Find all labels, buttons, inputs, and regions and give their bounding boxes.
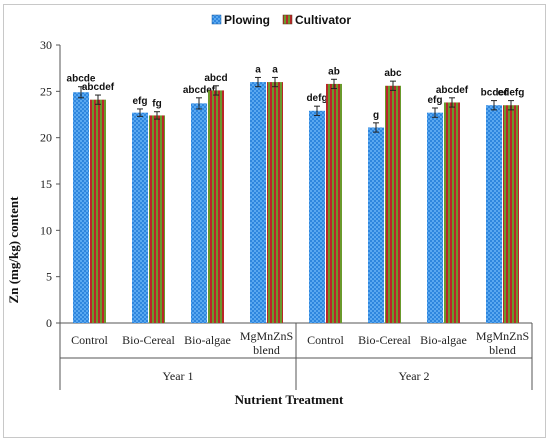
group-label: Year 1 xyxy=(162,369,193,383)
significance-label: fg xyxy=(152,99,161,110)
significance-label: abcdef xyxy=(436,85,469,96)
bar-cultivator xyxy=(444,102,460,323)
legend: Plowing Cultivator xyxy=(211,13,351,27)
category-label: Control xyxy=(71,333,108,347)
y-tick-label: 25 xyxy=(40,84,52,98)
bar-cultivator xyxy=(385,85,401,323)
bar-plowing xyxy=(132,112,148,323)
significance-label: bcdef xyxy=(481,88,508,99)
category-label: Control xyxy=(307,333,344,347)
bar-plowing xyxy=(250,82,266,323)
category-label: MgMnZnS blend xyxy=(240,329,293,357)
y-tick-label: 20 xyxy=(40,131,52,145)
significance-label: efg xyxy=(428,95,443,106)
significance-label: abcdef xyxy=(82,82,115,93)
category-label: Bio-Cereal xyxy=(122,333,175,347)
significance-label: ab xyxy=(328,66,340,77)
significance-label: abcd xyxy=(204,73,227,84)
category-label: Bio-Cereal xyxy=(358,333,411,347)
bar-plowing xyxy=(486,105,502,323)
y-tick-label: 5 xyxy=(46,270,52,284)
y-axis-title: Zn (mg/kg) content xyxy=(6,196,21,304)
legend-swatch-cultivator xyxy=(282,14,293,25)
legend-label-cultivator: Cultivator xyxy=(295,13,351,27)
significance-label: g xyxy=(373,110,379,121)
significance-label: efg xyxy=(133,96,148,107)
bar-cultivator xyxy=(149,115,165,323)
significance-label: a xyxy=(255,64,261,75)
significance-label: abcdef xyxy=(183,85,216,96)
bar-cultivator xyxy=(503,105,519,323)
legend-swatch-plowing xyxy=(211,14,222,25)
category-label: MgMnZnS blend xyxy=(476,329,529,357)
bar-cultivator xyxy=(90,99,106,323)
bar-cultivator xyxy=(267,82,283,323)
significance-label: defg xyxy=(306,93,327,104)
bar-plowing xyxy=(191,103,207,323)
legend-label-plowing: Plowing xyxy=(224,13,270,27)
group-label: Year 2 xyxy=(398,369,429,383)
y-tick-label: 0 xyxy=(46,316,52,330)
category-label: Bio-algae xyxy=(420,333,467,347)
category-label: Bio-algae xyxy=(184,333,231,347)
y-tick-label: 15 xyxy=(40,177,52,191)
bar-plowing xyxy=(427,112,443,323)
y-tick-label: 10 xyxy=(40,223,52,237)
y-tick-label: 30 xyxy=(40,38,52,52)
x-axis-title: Nutrient Treatment xyxy=(235,392,344,407)
significance-label: abcde xyxy=(67,74,96,85)
bar-plowing xyxy=(368,127,384,324)
significance-label: a xyxy=(272,64,278,75)
significance-label: cdefg xyxy=(498,88,525,99)
bar-plowing xyxy=(73,92,89,323)
bar-cultivator xyxy=(326,83,342,323)
bar-cultivator xyxy=(208,90,224,323)
significance-label: abc xyxy=(384,68,402,79)
bar-plowing xyxy=(309,110,325,323)
